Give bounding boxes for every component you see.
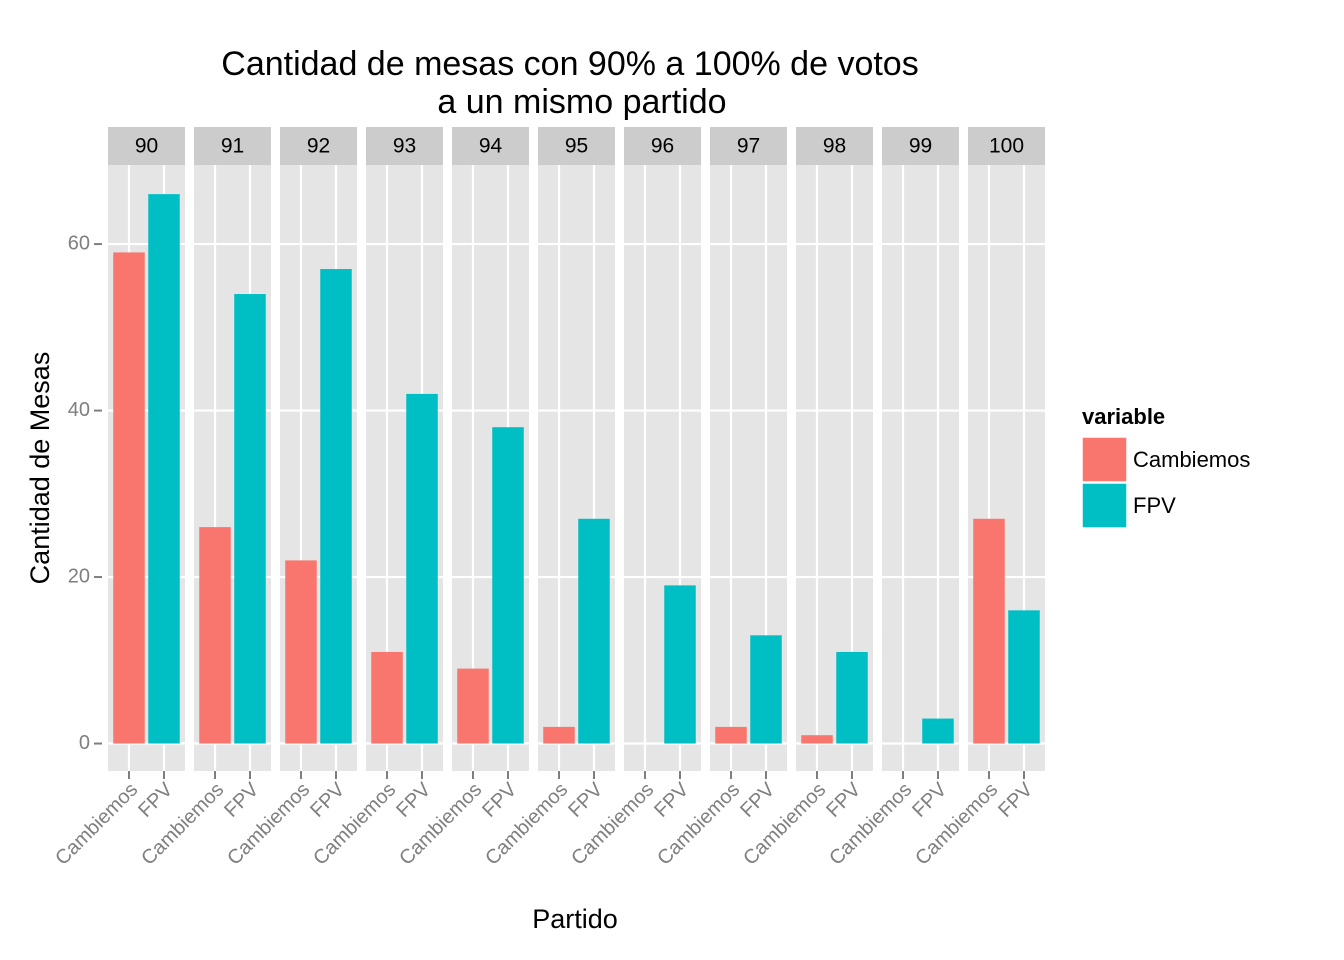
bar <box>1008 610 1040 744</box>
bar <box>285 560 317 744</box>
strip <box>452 127 529 165</box>
bar <box>973 518 1005 744</box>
legend-label: FPV <box>1133 493 1176 518</box>
y-axis-label: Cantidad de Mesas <box>25 352 55 585</box>
strip-label: 95 <box>565 135 588 158</box>
bar <box>715 726 747 744</box>
bar <box>234 294 266 744</box>
strip-label: 98 <box>823 135 846 158</box>
x-tick-label: FPV <box>392 778 436 822</box>
x-tick-label: FPV <box>994 778 1038 822</box>
strip <box>108 127 185 165</box>
y-tick-label: 0 <box>79 732 90 754</box>
x-tick-label: FPV <box>134 778 178 822</box>
chart-title: a un mismo partido <box>437 83 726 121</box>
strip-label: 93 <box>393 135 416 158</box>
strip-label: 97 <box>737 135 760 158</box>
x-tick-label: FPV <box>478 778 522 822</box>
y-tick-label: 60 <box>68 232 90 254</box>
bar <box>578 518 610 744</box>
strip-label: 96 <box>651 135 674 158</box>
bar <box>750 635 782 744</box>
x-axis-label: Partido <box>532 904 618 934</box>
y-tick-label: 40 <box>68 399 90 421</box>
bar <box>922 718 954 744</box>
strip-label: 100 <box>989 135 1024 158</box>
legend-key <box>1081 436 1128 483</box>
strip <box>968 127 1045 165</box>
x-tick-label: FPV <box>564 778 608 822</box>
strip-label: 92 <box>307 135 330 158</box>
x-tick-label: FPV <box>220 778 264 822</box>
bar <box>148 194 180 744</box>
strip <box>624 127 701 165</box>
bar <box>320 269 352 744</box>
strip-label: 90 <box>135 135 158 158</box>
panel <box>882 165 959 771</box>
strip-label: 99 <box>909 135 932 158</box>
x-tick-label: Cambiemos <box>51 779 142 870</box>
strip <box>710 127 787 165</box>
chart-title: Cantidad de mesas con 90% a 100% de voto… <box>221 45 918 83</box>
strip <box>280 127 357 165</box>
strip <box>796 127 873 165</box>
bar <box>406 393 438 744</box>
legend-title: variable <box>1082 404 1165 429</box>
strip <box>538 127 615 165</box>
x-tick-label: FPV <box>306 778 350 822</box>
bar <box>801 735 833 744</box>
x-tick-label: FPV <box>908 778 952 822</box>
bar <box>371 651 403 744</box>
bar <box>457 668 489 744</box>
x-tick-label: FPV <box>650 778 694 822</box>
legend-key <box>1081 482 1128 529</box>
bar <box>836 651 868 744</box>
y-tick-label: 20 <box>68 565 90 587</box>
bar <box>664 585 696 744</box>
legend-label: Cambiemos <box>1133 447 1250 472</box>
bar <box>199 527 231 744</box>
x-tick-label: FPV <box>736 778 780 822</box>
strip <box>194 127 271 165</box>
x-tick-label: FPV <box>822 778 866 822</box>
strip-label: 91 <box>221 135 244 158</box>
bar <box>113 252 145 744</box>
strip <box>882 127 959 165</box>
strip-label: 94 <box>479 135 503 158</box>
strip <box>366 127 443 165</box>
bar <box>492 427 524 744</box>
bar <box>543 726 575 744</box>
